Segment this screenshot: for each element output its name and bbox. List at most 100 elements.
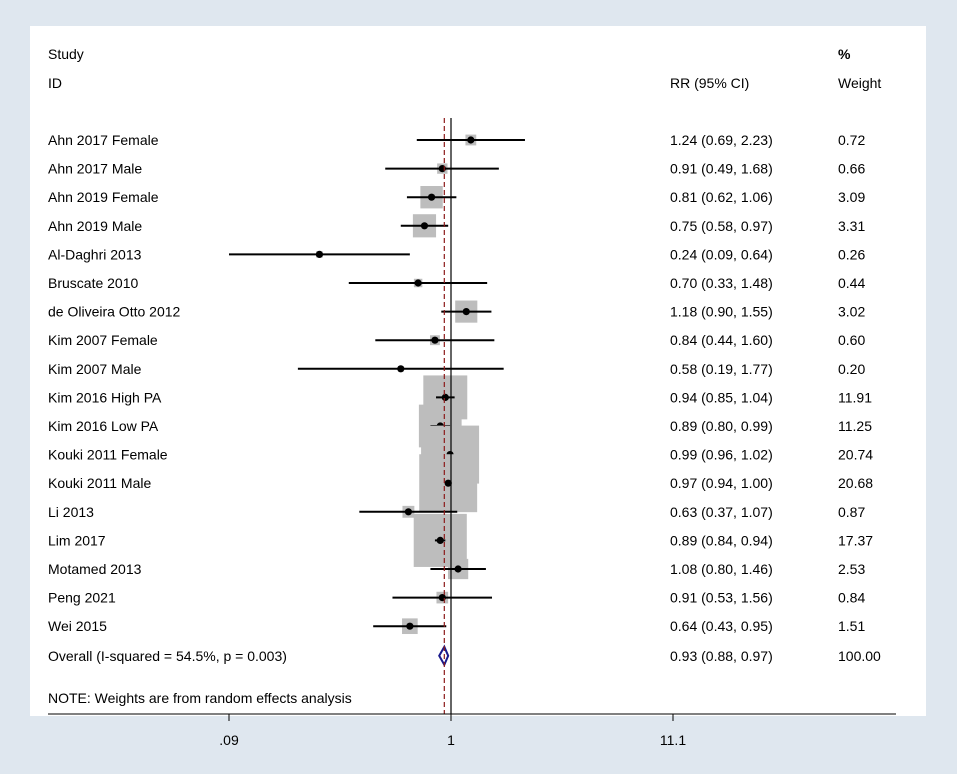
study-row: Ahn 2019 Male 0.75 (0.58, 0.97) 3.31: [48, 214, 865, 238]
study-ci-text: 0.89 (0.80, 0.99): [670, 418, 773, 434]
study-rows: Ahn 2017 Female 1.24 (0.69, 2.23) 0.72Ahn …: [48, 132, 881, 668]
overall-diamond: [438, 644, 450, 668]
header-percent: %: [838, 46, 851, 62]
study-label: Kim 2007 Female: [48, 332, 158, 348]
study-ci-text: 0.24 (0.09, 0.64): [670, 246, 773, 262]
study-label: Kim 2016 Low PA: [48, 418, 159, 434]
study-label: Wei 2015: [48, 618, 107, 634]
study-weight-text: 0.20: [838, 361, 865, 377]
study-ci-text: 0.70 (0.33, 1.48): [670, 275, 773, 291]
point-estimate: [414, 279, 422, 287]
point-estimate: [315, 250, 324, 258]
study-weight-text: 3.02: [838, 304, 865, 320]
study-ci-text: 0.91 (0.53, 1.56): [670, 590, 773, 606]
study-label: Kim 2016 High PA: [48, 389, 162, 405]
study-row: Lim 2017 0.89 (0.84, 0.94) 17.37: [48, 513, 873, 567]
study-weight-text: 2.53: [838, 561, 865, 577]
overall-row: Overall (I-squared = 54.5%, p = 0.003) 0.…: [48, 644, 881, 668]
study-label: Motamed 2013: [48, 561, 142, 577]
header-study: Study: [48, 46, 84, 62]
point-estimate: [436, 536, 444, 545]
point-estimate: [397, 365, 405, 373]
study-weight-text: 11.25: [838, 418, 872, 434]
study-weight-text: 0.60: [838, 332, 865, 348]
study-label: Ahn 2019 Female: [48, 189, 159, 205]
reference-lines: [443, 118, 452, 714]
study-weight-text: 0.44: [838, 275, 865, 291]
study-weight-text: 0.72: [838, 132, 865, 148]
x-tick-label: .09: [219, 732, 239, 748]
study-row: Ahn 2019 Female 0.81 (0.62, 1.06) 3.09: [48, 186, 865, 209]
study-label: Kim 2007 Male: [48, 361, 142, 377]
study-row: Al-Daghri 2013 0.24 (0.09, 0.64) 0.26: [48, 246, 865, 262]
study-row: Motamed 2013 1.08 (0.80, 1.46) 2.53: [48, 558, 865, 580]
study-weight-text: 0.26: [838, 246, 865, 262]
study-ci-text: 1.18 (0.90, 1.55): [670, 304, 773, 320]
study-weight-text: 20.68: [838, 475, 873, 491]
point-estimate: [467, 136, 475, 144]
study-label: Al-Daghri 2013: [48, 246, 142, 262]
study-row: Kim 2007 Female 0.84 (0.44, 1.60) 0.60: [48, 332, 865, 348]
study-ci-text: 1.24 (0.69, 2.23): [670, 132, 773, 148]
study-ci-text: 0.89 (0.84, 0.94): [670, 532, 773, 548]
study-weight-text: 3.09: [838, 189, 865, 205]
overall-ci-text: 0.93 (0.88, 0.97): [670, 648, 773, 664]
point-estimate: [441, 393, 449, 401]
study-weight-text: 11.91: [838, 389, 872, 405]
study-row: Ahn 2017 Male 0.91 (0.49, 1.68) 0.66: [48, 161, 865, 177]
x-tick-label: 11.1: [660, 732, 686, 748]
study-label: Li 2013: [48, 504, 94, 520]
study-weight-text: 17.37: [838, 532, 873, 548]
point-estimate: [404, 508, 413, 516]
study-ci-text: 0.75 (0.58, 0.97): [670, 218, 773, 234]
study-ci-text: 1.08 (0.80, 1.46): [670, 561, 773, 577]
header-weight: Weight: [838, 75, 881, 91]
study-ci-text: 0.99 (0.96, 1.02): [670, 447, 773, 463]
study-label: Ahn 2017 Male: [48, 161, 142, 177]
study-weight-text: 0.66: [838, 161, 865, 177]
study-label: Bruscate 2010: [48, 275, 138, 291]
study-row: Ahn 2017 Female 1.24 (0.69, 2.23) 0.72: [48, 132, 865, 148]
point-estimate: [431, 336, 439, 344]
study-weight-text: 3.31: [838, 218, 865, 234]
header-effect: RR (95% CI): [670, 75, 749, 91]
study-label: Ahn 2017 Female: [48, 132, 159, 148]
point-estimate: [427, 193, 436, 201]
header-id: ID: [48, 75, 62, 91]
study-row: de Oliveira Otto 2012 1.18 (0.90, 1.55) 3.…: [48, 300, 865, 323]
study-row: Wei 2015 0.64 (0.43, 0.95) 1.51: [48, 618, 865, 634]
study-label: Lim 2017: [48, 532, 106, 548]
study-label: de Oliveira Otto 2012: [48, 304, 181, 320]
study-row: Bruscate 2010 0.70 (0.33, 1.48) 0.44: [48, 275, 865, 291]
x-axis-ticks: .09 1 11.1: [219, 714, 686, 748]
study-label: Peng 2021: [48, 590, 116, 606]
study-label: Ahn 2019 Male: [48, 218, 142, 234]
overall-label: Overall (I-squared = 54.5%, p = 0.003): [48, 648, 287, 664]
study-ci-text: 0.84 (0.44, 1.60): [670, 332, 773, 348]
overall-weight-text: 100.00: [838, 648, 881, 664]
point-estimate: [406, 622, 414, 630]
study-row: Kouki 2011 Male 0.97 (0.94, 1.00) 20.68: [48, 454, 873, 513]
study-ci-text: 0.64 (0.43, 0.95): [670, 618, 773, 634]
study-row: Li 2013 0.63 (0.37, 1.07) 0.87: [48, 504, 865, 520]
study-ci-text: 0.91 (0.49, 1.68): [670, 161, 773, 177]
note-text: NOTE: Weights are from random effects an…: [48, 690, 352, 706]
study-ci-text: 0.81 (0.62, 1.06): [670, 189, 773, 205]
study-ci-text: 0.94 (0.85, 1.04): [670, 389, 773, 405]
study-ci-text: 0.97 (0.94, 1.00): [670, 475, 773, 491]
study-ci-text: 0.58 (0.19, 1.77): [670, 361, 773, 377]
study-weight-text: 20.74: [838, 447, 873, 463]
point-estimate: [420, 222, 429, 230]
point-estimate: [444, 479, 452, 487]
study-label: Kouki 2011 Male: [48, 475, 151, 491]
point-estimate: [462, 308, 470, 316]
study-weight-text: 1.51: [838, 618, 865, 634]
x-tick-label: 1: [447, 732, 455, 748]
study-weight-text: 0.87: [838, 504, 865, 520]
study-ci-text: 0.63 (0.37, 1.07): [670, 504, 773, 520]
study-row: Peng 2021 0.91 (0.53, 1.56) 0.84: [48, 590, 865, 606]
study-row: Kim 2007 Male 0.58 (0.19, 1.77) 0.20: [48, 361, 865, 377]
study-label: Kouki 2011 Female: [48, 447, 168, 463]
point-estimate: [454, 565, 462, 573]
